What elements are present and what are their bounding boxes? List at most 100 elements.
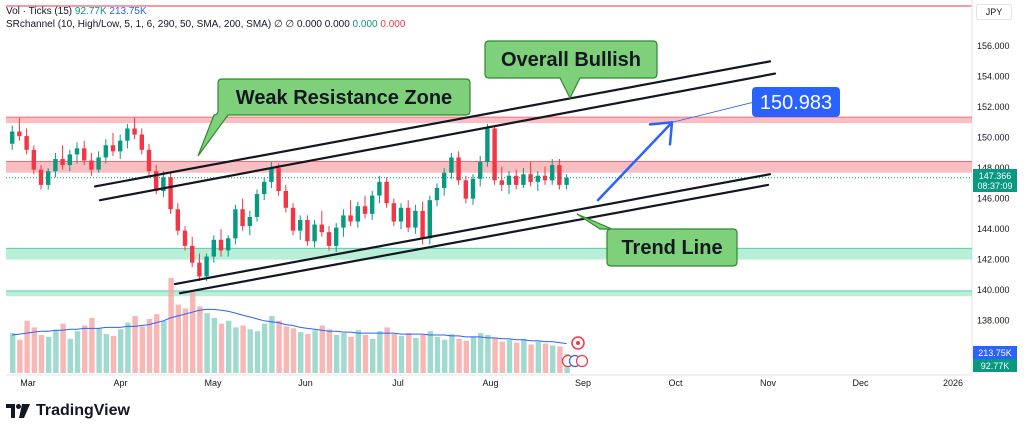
current-price-marker[interactable]: 147.366 08:37:09	[973, 169, 1017, 192]
candle-body[interactable]	[118, 140, 123, 152]
candle-body[interactable]	[398, 207, 404, 222]
candle-body[interactable]	[499, 180, 504, 185]
candle-body[interactable]	[125, 128, 130, 141]
candle-body[interactable]	[312, 224, 317, 242]
projection-arrow[interactable]	[596, 121, 674, 202]
candle-body[interactable]	[60, 158, 65, 166]
candle-body[interactable]	[535, 175, 540, 182]
candle-body[interactable]	[406, 207, 411, 228]
time-axis[interactable]: Mar Apr May Jun Jul Aug Sep Oct Nov Dec 2026	[20, 378, 963, 388]
candle-body[interactable]	[434, 187, 440, 201]
time-tick-label: Nov	[760, 378, 777, 388]
candle-body[interactable]	[305, 219, 310, 242]
candle-body[interactable]	[175, 209, 180, 231]
candle-body[interactable]	[420, 210, 425, 239]
candle-body[interactable]	[362, 206, 368, 214]
candle-body[interactable]	[326, 232, 332, 246]
candle-body[interactable]	[514, 175, 519, 185]
candle-body[interactable]	[521, 174, 526, 185]
candle-body[interactable]	[442, 172, 447, 188]
tradingview-logo[interactable]: TradingView	[6, 402, 130, 420]
candle-body[interactable]	[449, 157, 454, 173]
trend-line-callout[interactable]: Trend Line	[576, 213, 738, 267]
candle-body[interactable]	[247, 216, 252, 227]
candle-body[interactable]	[53, 158, 58, 172]
candle-body[interactable]	[226, 238, 231, 251]
candle-body[interactable]	[485, 128, 490, 163]
overall-bullish-callout[interactable]: Overall Bullish	[484, 40, 658, 100]
candle-body[interactable]	[74, 148, 80, 155]
price-axis[interactable]: 156.000 154.000 152.000 150.000 148.000 146.0…	[977, 41, 1010, 356]
candle-body[interactable]	[38, 169, 44, 185]
volume-legend[interactable]: Vol · Ticks (15) 92.77K 213.75K	[6, 6, 147, 17]
candle-body[interactable]	[139, 134, 144, 150]
event-icons[interactable]	[561, 336, 589, 368]
candle-body[interactable]	[67, 154, 72, 166]
candlesticks[interactable]	[10, 117, 569, 281]
candle-body[interactable]	[528, 174, 533, 182]
trend-channel-line-0[interactable]	[93, 60, 772, 188]
candle-body[interactable]	[413, 210, 418, 228]
candle-body[interactable]	[456, 157, 461, 181]
candle-body[interactable]	[82, 148, 87, 161]
candle-body[interactable]	[319, 224, 324, 233]
srchannel-legend[interactable]: SRchannel (10, High/Low, 5, 1, 6, 290, 5…	[6, 19, 405, 30]
candle-body[interactable]	[550, 165, 555, 181]
candle-body[interactable]	[370, 195, 375, 214]
candle-body[interactable]	[240, 209, 245, 227]
weak-resistance-callout[interactable]: Weak Resistance Zone	[197, 78, 471, 157]
candle-body[interactable]	[154, 171, 159, 191]
candle-body[interactable]	[132, 128, 137, 135]
trend-channel-line-1[interactable]	[98, 72, 777, 202]
candle-body[interactable]	[384, 181, 389, 204]
candle-body[interactable]	[290, 207, 296, 231]
candle-body[interactable]	[190, 245, 195, 263]
candle-body[interactable]	[161, 177, 166, 191]
candle-body[interactable]	[262, 181, 267, 195]
candle-body[interactable]	[478, 162, 483, 179]
projection[interactable]	[596, 102, 753, 202]
candle-body[interactable]	[10, 131, 15, 144]
candle-body[interactable]	[197, 262, 202, 277]
candle-body[interactable]	[492, 128, 497, 181]
currency-selector[interactable]: JPY	[976, 4, 1012, 20]
candle-body[interactable]	[31, 149, 36, 170]
candle-body[interactable]	[233, 209, 238, 239]
candle-body[interactable]	[463, 180, 468, 199]
candle-body[interactable]	[377, 181, 382, 196]
candle-body[interactable]	[298, 219, 303, 231]
candle-body[interactable]	[89, 160, 94, 170]
flag-jp-icon[interactable]	[575, 354, 589, 368]
candle-body[interactable]	[269, 168, 274, 182]
candle-body[interactable]	[283, 191, 288, 208]
candle-body[interactable]	[17, 131, 22, 137]
candle-body[interactable]	[355, 206, 360, 222]
candle-body[interactable]	[470, 178, 476, 199]
candle-body[interactable]	[341, 215, 346, 228]
trend-channel-line-2[interactable]	[173, 173, 772, 286]
candle-body[interactable]	[542, 175, 548, 181]
candle-body[interactable]	[427, 200, 432, 239]
candle-body[interactable]	[168, 177, 173, 210]
target-price-box[interactable]: 150.983	[752, 87, 840, 117]
candle-body[interactable]	[24, 136, 29, 150]
candle-body[interactable]	[506, 175, 512, 185]
candle-body[interactable]	[348, 215, 353, 222]
candle-body[interactable]	[218, 239, 224, 251]
candle-body[interactable]	[391, 203, 396, 222]
candle-body[interactable]	[276, 168, 281, 191]
candle-body[interactable]	[564, 177, 569, 185]
candle-body[interactable]	[211, 239, 216, 257]
candle-body[interactable]	[182, 230, 188, 246]
trend-channel-line-3[interactable]	[178, 183, 770, 295]
trend-channel[interactable]	[93, 60, 777, 295]
candle-body[interactable]	[204, 256, 209, 277]
candle-body[interactable]	[254, 194, 260, 217]
candle-body[interactable]	[96, 157, 101, 170]
candle-body[interactable]	[110, 145, 116, 152]
candle-body[interactable]	[557, 165, 562, 185]
candle-body[interactable]	[103, 145, 108, 158]
candle-body[interactable]	[146, 149, 152, 172]
candle-body[interactable]	[334, 227, 339, 246]
